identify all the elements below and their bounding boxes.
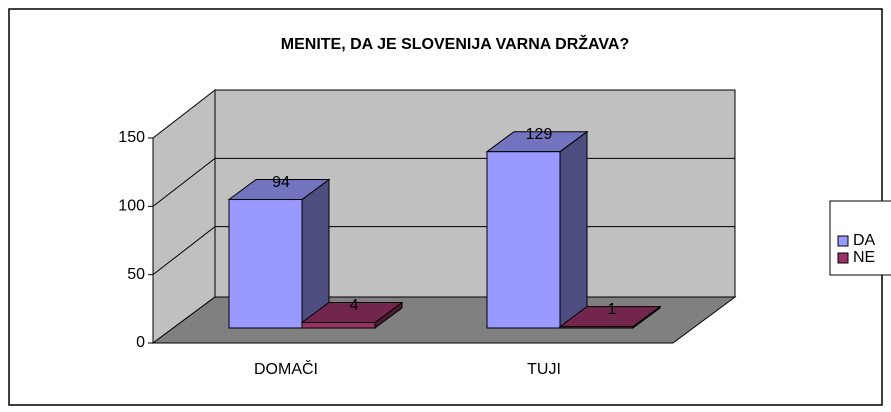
legend-swatch xyxy=(837,252,849,264)
legend-label: DA xyxy=(853,232,876,249)
legend-label: NE xyxy=(853,249,875,266)
x-tick-label: TUJI xyxy=(527,361,561,378)
legend-swatch xyxy=(837,235,849,247)
data-label: 4 xyxy=(350,297,359,314)
y-tick-label: 100 xyxy=(118,198,145,215)
bar-side xyxy=(559,130,588,329)
chart-title: MENITE, DA JE SLOVENIJA VARNA DRŽAVA? xyxy=(281,34,629,53)
y-tick-label: 50 xyxy=(127,266,145,283)
data-label: 129 xyxy=(526,126,553,143)
bar xyxy=(301,322,376,329)
bar xyxy=(559,326,634,329)
y-tick-label: 150 xyxy=(118,129,145,146)
bar xyxy=(486,151,561,329)
y-tick-label: 0 xyxy=(136,334,145,351)
data-label: 94 xyxy=(272,174,290,191)
x-tick-label: DOMAČI xyxy=(254,359,318,378)
data-label: 1 xyxy=(608,301,617,318)
bar xyxy=(228,199,303,329)
